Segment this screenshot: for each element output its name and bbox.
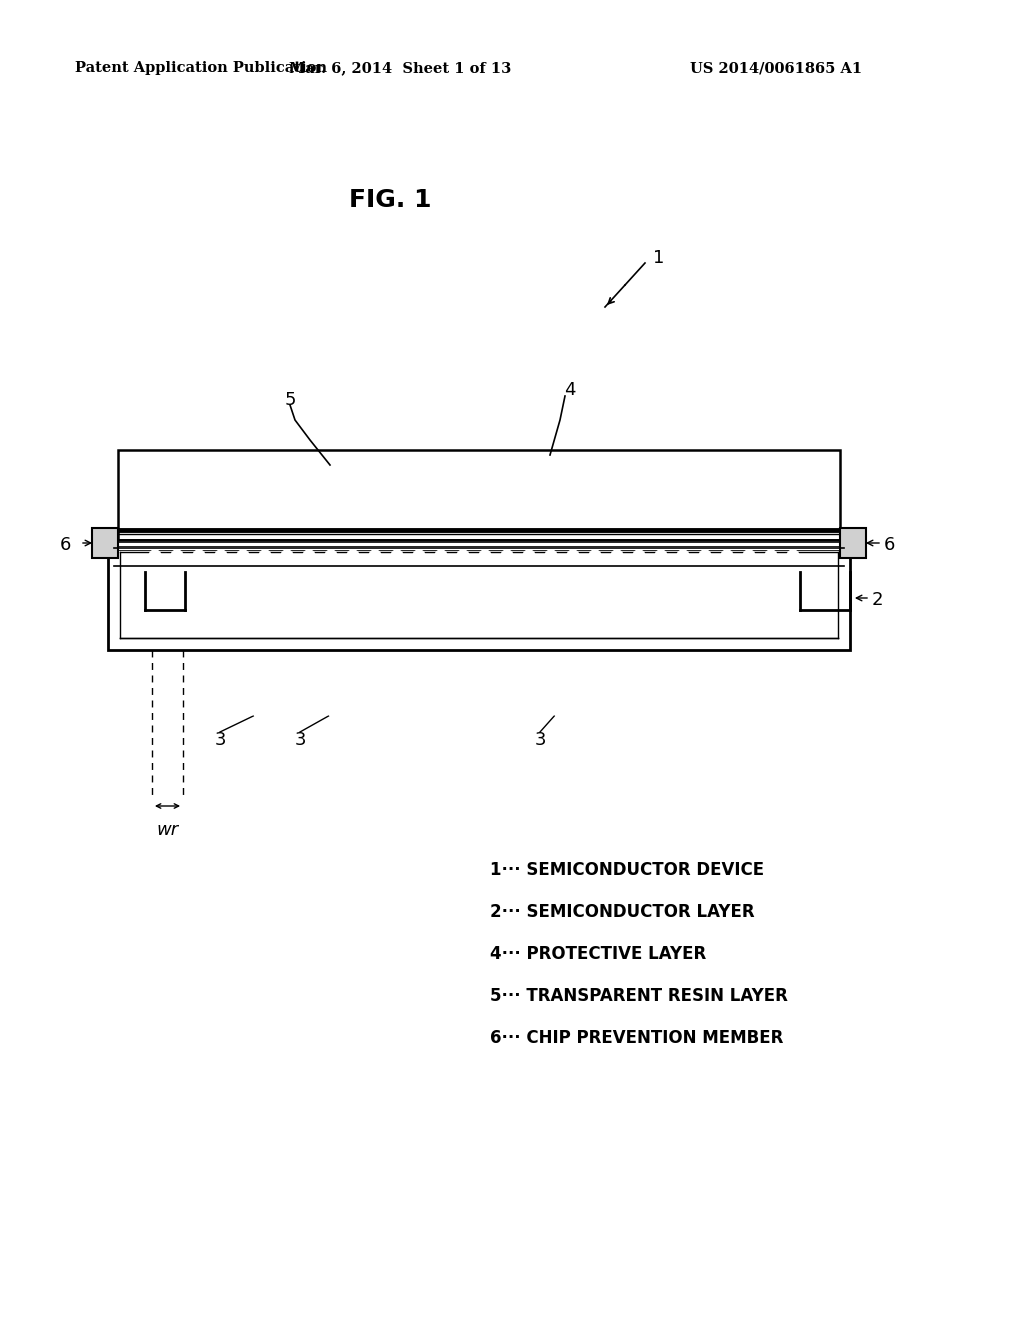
Circle shape: [154, 667, 202, 714]
Polygon shape: [92, 528, 118, 558]
Bar: [118, 450, 840, 540]
Text: 5··· TRANSPARENT RESIN LAYER: 5··· TRANSPARENT RESIN LAYER: [490, 987, 787, 1005]
Circle shape: [304, 667, 352, 714]
Circle shape: [229, 667, 278, 714]
Polygon shape: [840, 528, 866, 558]
Circle shape: [479, 550, 490, 562]
Circle shape: [325, 550, 337, 562]
Circle shape: [413, 550, 425, 562]
Text: wr: wr: [157, 821, 178, 840]
Text: 3: 3: [214, 731, 225, 748]
Text: Patent Application Publication: Patent Application Publication: [75, 61, 327, 75]
Circle shape: [150, 550, 161, 562]
Circle shape: [721, 550, 733, 562]
Circle shape: [787, 550, 799, 562]
Text: Mar. 6, 2014  Sheet 1 of 13: Mar. 6, 2014 Sheet 1 of 13: [289, 61, 511, 75]
Circle shape: [281, 550, 293, 562]
Text: 3: 3: [535, 731, 546, 748]
Circle shape: [215, 550, 227, 562]
Circle shape: [369, 550, 381, 562]
Text: 1: 1: [653, 249, 665, 267]
Text: 5: 5: [285, 391, 296, 409]
Circle shape: [303, 550, 315, 562]
Circle shape: [237, 550, 249, 562]
Text: US 2014/0061865 A1: US 2014/0061865 A1: [690, 61, 862, 75]
Circle shape: [435, 550, 447, 562]
Circle shape: [380, 667, 428, 714]
Circle shape: [530, 667, 579, 714]
Circle shape: [347, 550, 359, 562]
Circle shape: [545, 550, 557, 562]
Circle shape: [699, 550, 711, 562]
Text: 2··· SEMICONDUCTOR LAYER: 2··· SEMICONDUCTOR LAYER: [490, 903, 755, 921]
Circle shape: [756, 667, 804, 714]
Circle shape: [455, 667, 503, 714]
Circle shape: [567, 550, 579, 562]
Circle shape: [633, 550, 645, 562]
Text: 4: 4: [564, 381, 575, 399]
Circle shape: [171, 550, 183, 562]
Text: 2: 2: [872, 591, 884, 609]
Text: 6··· CHIP PREVENTION MEMBER: 6··· CHIP PREVENTION MEMBER: [490, 1030, 783, 1047]
Circle shape: [259, 550, 271, 562]
Text: 1··· SEMICONDUCTOR DEVICE: 1··· SEMICONDUCTOR DEVICE: [490, 861, 764, 879]
Circle shape: [611, 550, 623, 562]
Circle shape: [523, 550, 535, 562]
Circle shape: [743, 550, 755, 562]
Circle shape: [501, 550, 513, 562]
Bar: [108, 540, 850, 649]
Circle shape: [765, 550, 777, 562]
Circle shape: [681, 667, 729, 714]
Circle shape: [677, 550, 689, 562]
Circle shape: [655, 550, 667, 562]
Circle shape: [457, 550, 469, 562]
Circle shape: [391, 550, 403, 562]
Circle shape: [193, 550, 205, 562]
Circle shape: [589, 550, 601, 562]
Text: 6: 6: [59, 536, 71, 554]
Text: FIG. 1: FIG. 1: [349, 187, 431, 213]
Text: 6: 6: [884, 536, 895, 554]
Text: 4··· PROTECTIVE LAYER: 4··· PROTECTIVE LAYER: [490, 945, 707, 964]
Circle shape: [605, 667, 653, 714]
Text: 3: 3: [294, 731, 306, 748]
